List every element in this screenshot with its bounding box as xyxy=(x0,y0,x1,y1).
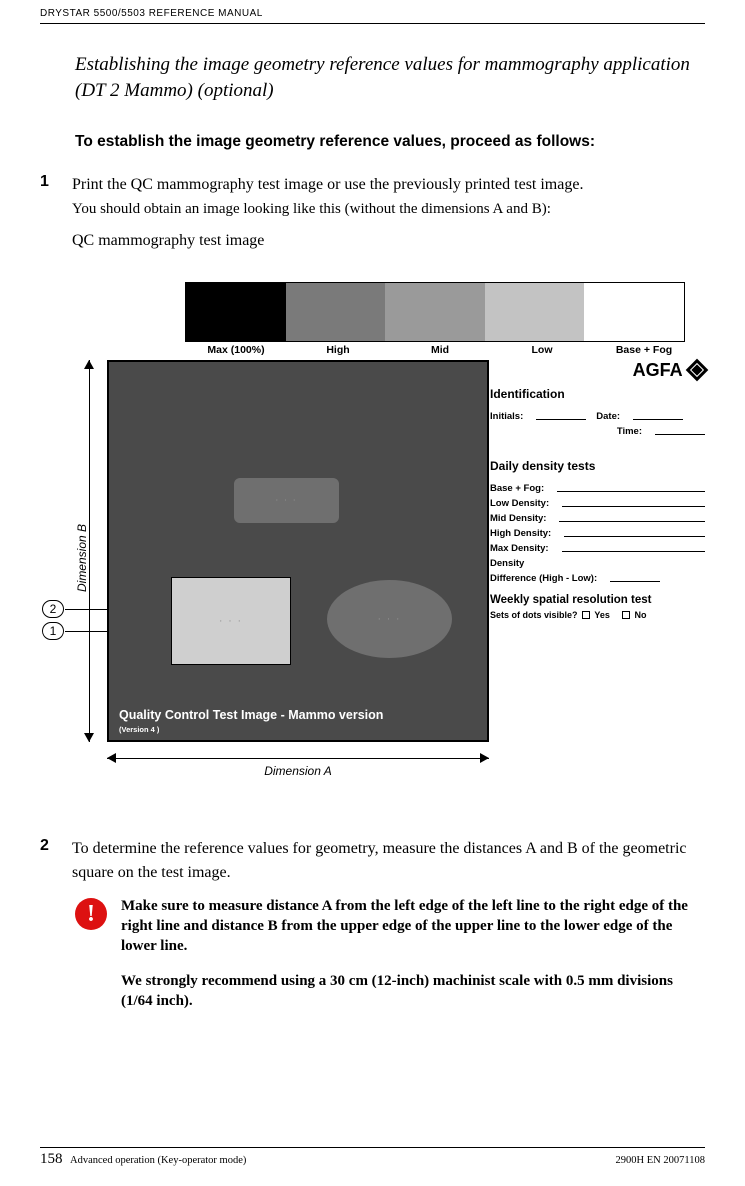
step-number: 2 xyxy=(40,837,54,883)
mid-density-label: Mid Density: xyxy=(490,513,546,524)
date-label: Date: xyxy=(596,411,620,422)
density-diff-label-2: Difference (High - Low): xyxy=(490,573,597,584)
sets-visible-label: Sets of dots visible? xyxy=(490,610,578,620)
qc-test-figure: Max (100%) High Mid Low Base + Fog Dimen… xyxy=(70,282,710,802)
warning-block: ! Make sure to measure distance A from t… xyxy=(75,896,705,1011)
warning-text-2: We strongly recommend using a 30 cm (12-… xyxy=(121,971,705,1012)
identification-heading: Identification xyxy=(490,387,705,401)
dot-pattern-top xyxy=(234,478,339,523)
weekly-test-heading: Weekly spatial resolution test xyxy=(490,594,705,606)
density-label: Mid xyxy=(389,344,491,356)
no-checkbox xyxy=(622,611,630,619)
max-density-label: Max Density: xyxy=(490,543,549,554)
test-image-square: Quality Control Test Image - Mammo versi… xyxy=(107,360,489,742)
initials-label: Initials: xyxy=(490,411,523,422)
dimension-b-label: Dimension B xyxy=(75,524,89,592)
density-label: High xyxy=(287,344,389,356)
step-1-sub2: QC mammography test image xyxy=(72,229,705,252)
qc-image-version: (Version 4 ) xyxy=(119,725,159,734)
footer-right-text: 2900H EN 20071108 xyxy=(616,1155,705,1166)
daily-tests-heading: Daily density tests xyxy=(490,459,705,473)
step-1-main: Print the QC mammography test image or u… xyxy=(72,173,705,196)
density-labels: Max (100%) High Mid Low Base + Fog xyxy=(185,344,695,356)
agfa-logo: AGFA xyxy=(490,360,705,381)
callout-1: 1 xyxy=(42,622,64,640)
high-density-label: High Density: xyxy=(490,528,551,539)
density-diff-label-1: Density xyxy=(490,558,705,569)
dimension-b-marker: Dimension B xyxy=(78,360,102,742)
subsection-heading: To establish the image geometry referenc… xyxy=(75,133,705,151)
yes-checkbox xyxy=(582,611,590,619)
page-footer: 158 Advanced operation (Key-operator mod… xyxy=(0,1147,745,1168)
doc-header: DRYSTAR 5500/5503 REFERENCE MANUAL xyxy=(40,0,705,24)
dimension-a-marker: Dimension A xyxy=(107,748,489,770)
dot-pattern-ellipse xyxy=(327,580,452,658)
info-panel: AGFA Identification Initials: Date: Time… xyxy=(490,360,705,620)
step-1-sub: You should obtain an image looking like … xyxy=(72,199,705,221)
step-1: 1 Print the QC mammography test image or… xyxy=(40,173,705,252)
density-label: Max (100%) xyxy=(185,344,287,356)
callout-2: 2 xyxy=(42,600,64,618)
section-title: Establishing the image geometry referenc… xyxy=(75,52,705,103)
density-label: Base + Fog xyxy=(593,344,695,356)
footer-left-text: Advanced operation (Key-operator mode) xyxy=(70,1155,616,1166)
time-label: Time: xyxy=(617,426,642,437)
warning-icon: ! xyxy=(75,898,107,930)
warning-text-1: Make sure to measure distance A from the… xyxy=(121,896,705,957)
low-density-label: Low Density: xyxy=(490,498,549,509)
step-2-main: To determine the reference values for ge… xyxy=(72,837,705,883)
step-number: 1 xyxy=(40,173,54,252)
no-label: No xyxy=(634,610,646,620)
agfa-rhombus-icon xyxy=(686,359,709,382)
yes-label: Yes xyxy=(594,610,610,620)
page-number: 158 xyxy=(40,1151,70,1168)
dot-pattern-left xyxy=(171,577,291,665)
base-fog-label: Base + Fog: xyxy=(490,483,544,494)
density-strip xyxy=(185,282,685,342)
qc-image-title: Quality Control Test Image - Mammo versi… xyxy=(119,708,383,722)
dimension-a-label: Dimension A xyxy=(107,764,489,778)
density-label: Low xyxy=(491,344,593,356)
step-2: 2 To determine the reference values for … xyxy=(40,837,705,883)
